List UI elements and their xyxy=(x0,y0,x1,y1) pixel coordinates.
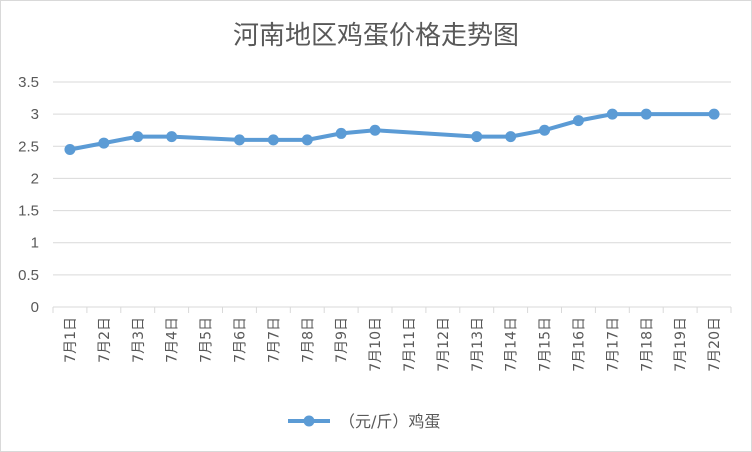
data-point xyxy=(572,115,584,127)
series-line xyxy=(69,112,714,152)
data-point xyxy=(98,137,110,149)
y-tick-label: 2.5 xyxy=(18,138,39,155)
legend-label: （元/斤）鸡蛋 xyxy=(339,412,440,431)
gridlines xyxy=(53,81,731,276)
data-point xyxy=(708,108,720,120)
chart-title: 河南地区鸡蛋价格走势图 xyxy=(233,21,519,51)
data-point xyxy=(301,134,313,146)
x-tick-label: 7月15日 xyxy=(538,317,554,372)
x-tick-label: 7月6日 xyxy=(232,317,248,363)
data-point xyxy=(369,124,381,136)
x-axis-ticks: 7月1日 7月2日 7月3日 7月4日 7月5日 7月6日 7月7日 7月8日 7月9日 7月10… xyxy=(63,317,723,372)
y-tick-label: 0.5 xyxy=(18,267,39,284)
x-tick-label: 7月3日 xyxy=(131,317,147,363)
data-point xyxy=(539,124,551,136)
legend-point-marker xyxy=(303,415,315,427)
x-tick-label: 7月8日 xyxy=(300,317,316,363)
x-tick-label: 7月16日 xyxy=(571,317,587,372)
data-point xyxy=(606,108,618,120)
y-tick-label: 0 xyxy=(31,299,39,316)
y-tick-label: 1 xyxy=(31,235,39,252)
y-tick-label: 1.5 xyxy=(18,203,39,220)
legend: （元/斤）鸡蛋 xyxy=(288,412,440,431)
data-point xyxy=(64,144,76,155)
x-tick-label: 7月2日 xyxy=(97,317,113,363)
data-point xyxy=(505,131,517,143)
x-tick-label: 7月19日 xyxy=(673,317,689,372)
x-tick-label: 7月18日 xyxy=(639,317,655,372)
x-tick-label: 7月1日 xyxy=(63,317,79,363)
x-tick-label: 7月20日 xyxy=(707,317,723,372)
x-tick-label: 7月9日 xyxy=(334,317,350,363)
y-tick-label: 3 xyxy=(31,106,39,123)
data-point xyxy=(166,131,178,143)
x-tick-label: 7月5日 xyxy=(199,317,215,363)
x-tick-label: 7月14日 xyxy=(504,317,520,372)
data-point xyxy=(267,134,279,146)
y-axis-ticks: 0 0.5 1 1.5 2 2.5 3 3.5 xyxy=(18,74,39,316)
x-tick-label: 7月12日 xyxy=(436,317,452,372)
x-tick-label: 7月10日 xyxy=(368,317,384,372)
data-point xyxy=(335,127,347,139)
data-point xyxy=(132,131,144,143)
x-tick-label: 7月7日 xyxy=(266,317,282,363)
y-tick-label: 3.5 xyxy=(18,74,39,91)
x-tick-label: 7月11日 xyxy=(402,317,418,372)
x-tick-label: 7月13日 xyxy=(470,317,486,372)
x-tick-label: 7月17日 xyxy=(605,317,621,372)
x-axis xyxy=(52,306,732,313)
series-group xyxy=(64,108,720,155)
data-point xyxy=(471,131,483,143)
x-tick-label: 7月4日 xyxy=(165,317,181,363)
y-tick-label: 2 xyxy=(31,170,39,187)
data-point xyxy=(640,108,652,120)
data-point xyxy=(233,134,245,146)
